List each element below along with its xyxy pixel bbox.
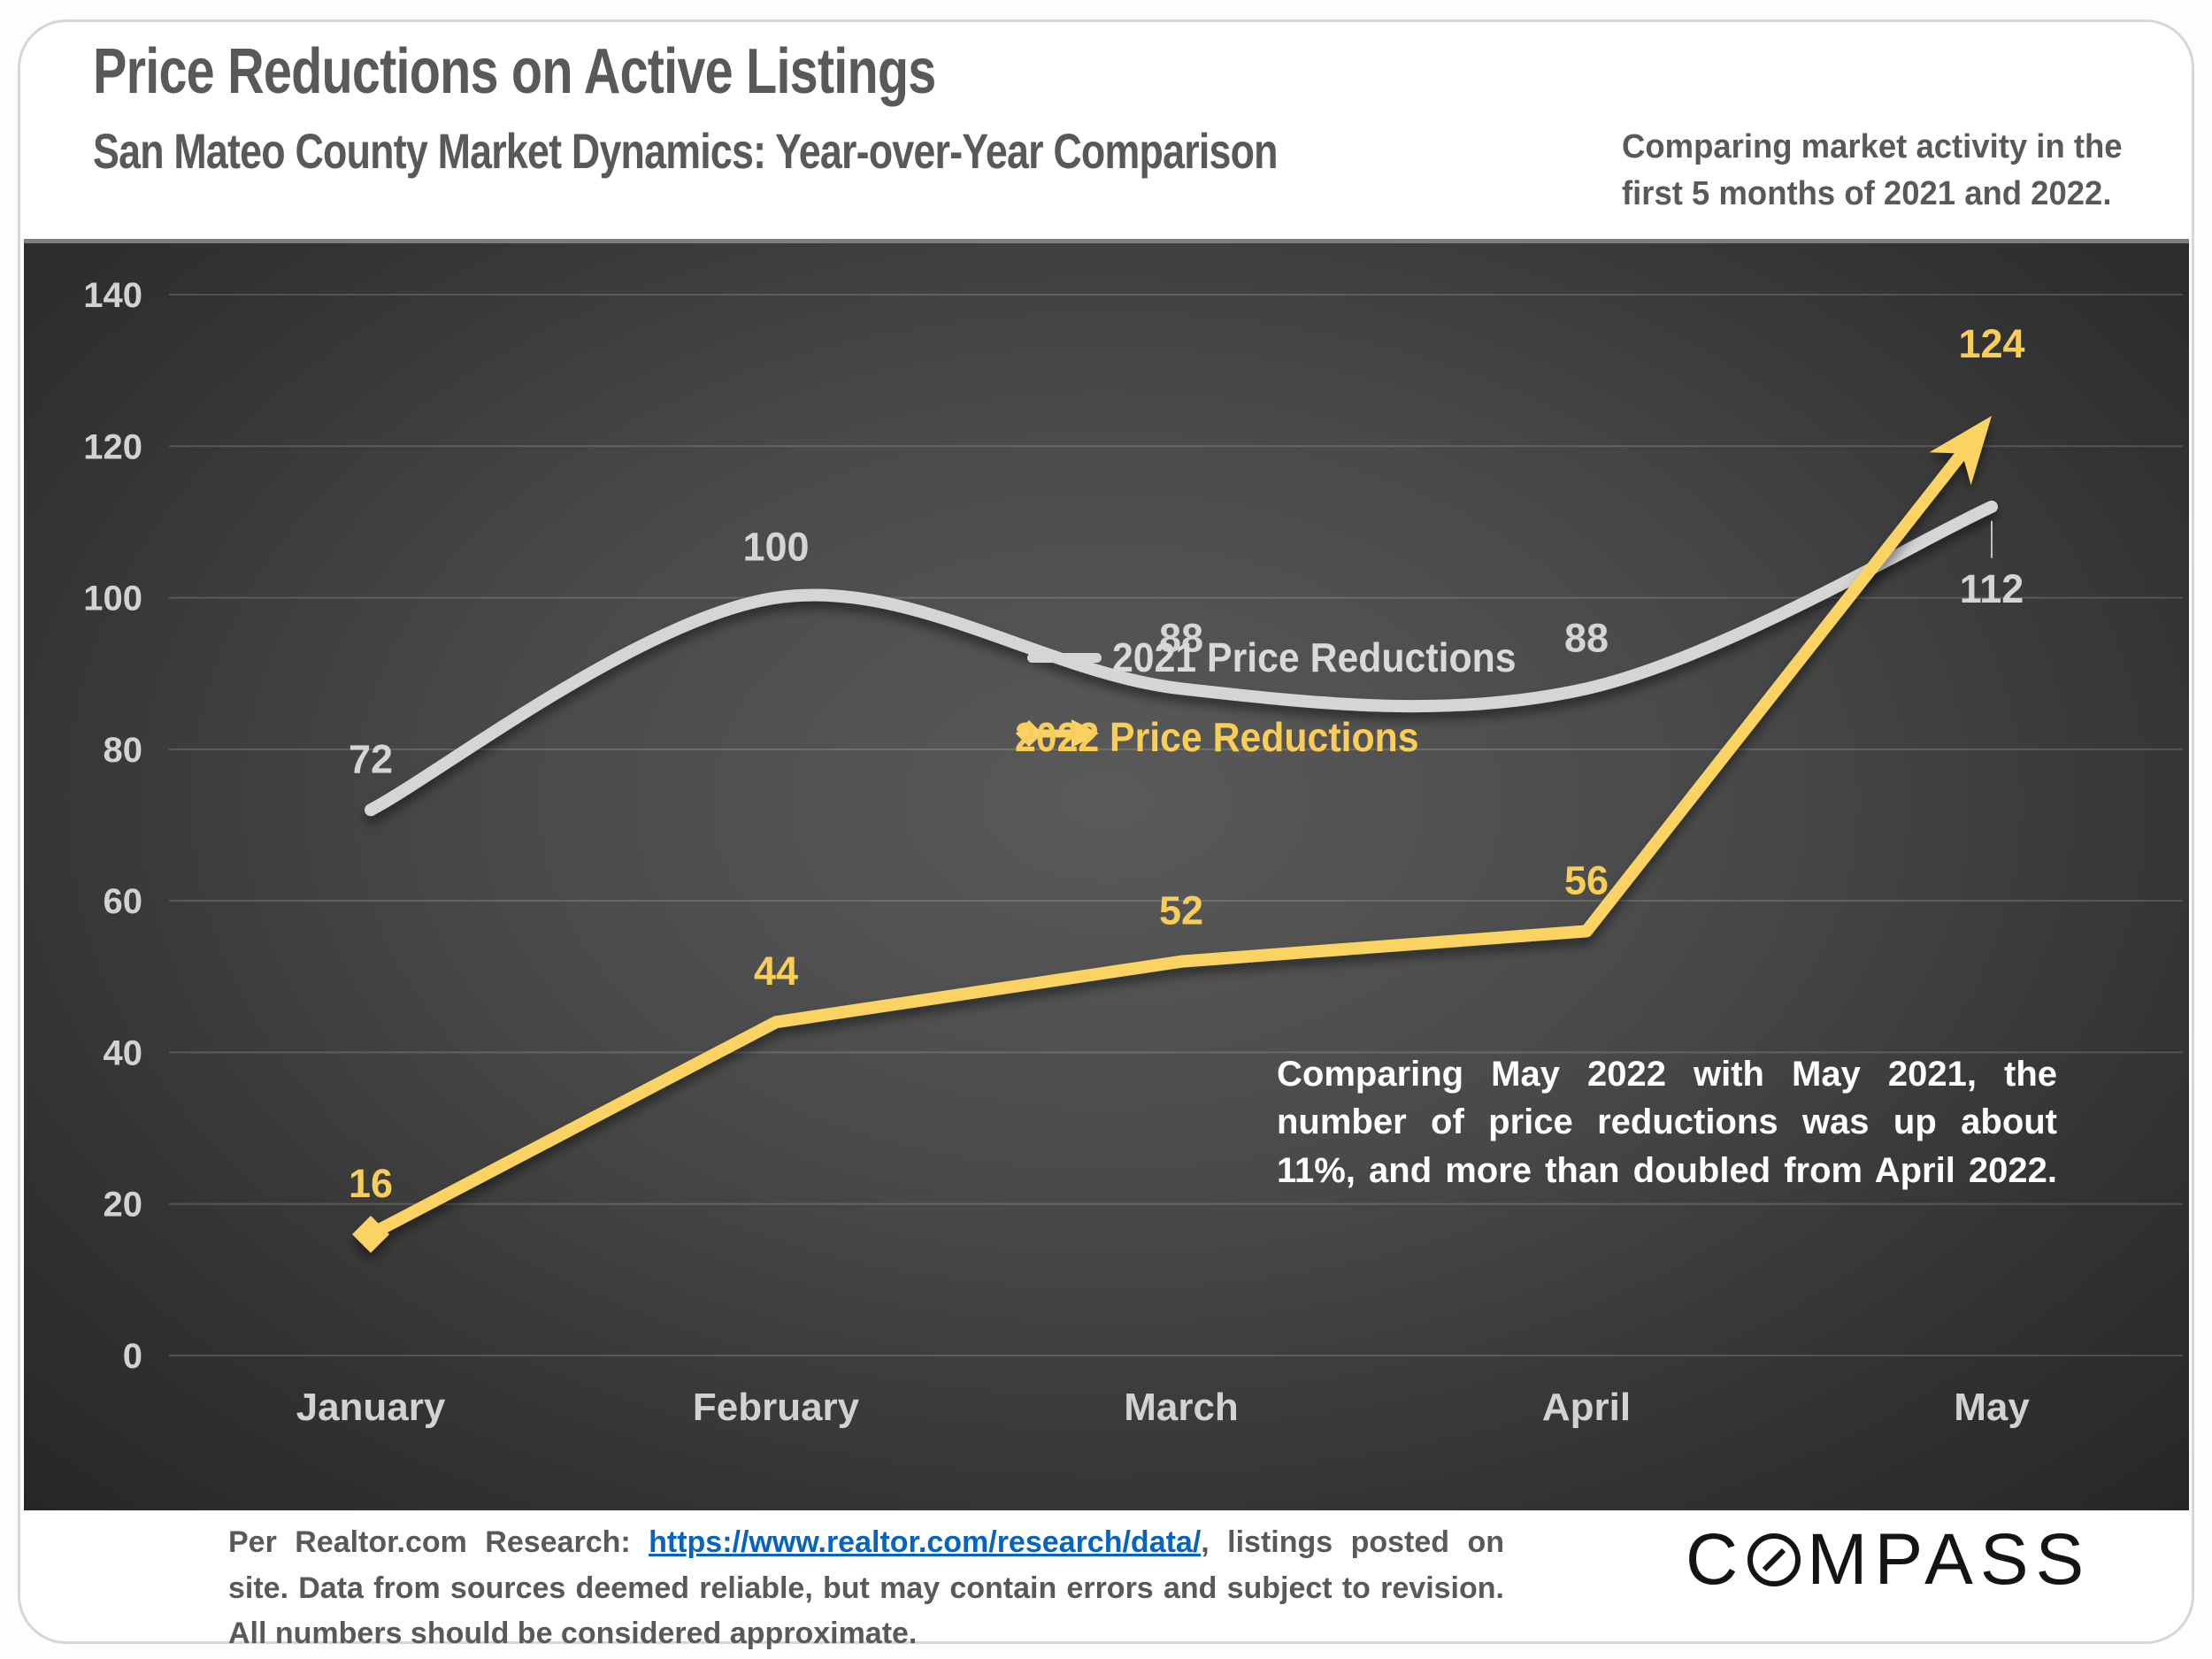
legend-item-2022[interactable]: 2022 Price Reductions: [1015, 714, 1449, 760]
diamond-marker-2022: [352, 1215, 389, 1253]
arrowhead-2022: [1929, 416, 1992, 486]
source-disclaimer: Per Realtor.com Research: https://www.re…: [228, 1520, 1504, 1657]
x-axis-labels: January February March April May: [296, 1386, 2031, 1429]
chart-panel: 0 20 40 60 80 100 120 140 January February March Ap…: [24, 239, 2189, 1510]
logo-letter-c: C: [1686, 1519, 1746, 1600]
chart-annotation: Comparing May 2022 with May 2021, the nu…: [1277, 1055, 2057, 1190]
y-tick-label: 60: [104, 882, 143, 921]
x-axis-label: January: [296, 1386, 446, 1429]
x-axis-label: May: [1954, 1386, 2030, 1429]
compass-logo: C MPASS: [1686, 1524, 2091, 1596]
legend-label-2022: 2022 Price Reductions: [1015, 714, 1419, 760]
source-prefix: Per Realtor.com Research:: [228, 1525, 649, 1559]
data-label-2022: 124: [1958, 321, 2024, 366]
series-2021-labels: 72 100 88 88 112: [349, 520, 2024, 781]
y-tick-label: 80: [104, 731, 143, 770]
data-label-2022: 16: [349, 1161, 393, 1206]
legend-item-2021[interactable]: 2021 Price Reductions: [1027, 634, 1547, 680]
y-tick-label: 140: [83, 276, 142, 315]
legend-label-2021: 2021 Price Reductions: [1112, 634, 1517, 680]
compass-o-icon: [1747, 1533, 1801, 1586]
series-2022-line: [352, 416, 1992, 1253]
diamond-arrow-marker-icon: [1016, 719, 1099, 748]
y-tick-label: 100: [83, 580, 142, 618]
chart-svg: 0 20 40 60 80 100 120 140 January February March Ap…: [83, 276, 2183, 1429]
page-title: Price Reductions on Active Listings: [93, 36, 936, 107]
line-marker-2021-icon: [1027, 652, 1102, 663]
data-label-2021: 88: [1564, 615, 1609, 660]
logo-letters-rest: MPASS: [1807, 1519, 2092, 1600]
x-axis-label: March: [1124, 1386, 1239, 1429]
data-label-2021: 112: [1960, 566, 2024, 611]
source-link[interactable]: https://www.realtor.com/research/data/: [649, 1525, 1202, 1559]
data-label-2021: 72: [349, 736, 393, 781]
data-label-2022: 52: [1159, 888, 1203, 933]
x-axis-label: April: [1542, 1386, 1631, 1429]
y-tick-label: 40: [104, 1033, 143, 1072]
series-2021-line: [365, 500, 1998, 817]
page-subtitle: San Mateo County Market Dynamics: Year-o…: [93, 123, 1279, 179]
y-tick-label: 0: [123, 1337, 142, 1376]
series-2022-labels: 16 44 52 56 124: [349, 321, 2025, 1206]
data-label-2021: 88: [1159, 615, 1203, 660]
y-tick-label: 120: [83, 427, 142, 466]
source-suffix: , listings posted on site. Data from sou…: [228, 1525, 1504, 1651]
header-note: Comparing market activity in the first 5…: [1622, 128, 2123, 213]
data-label-2022: 44: [754, 949, 798, 994]
x-axis-label: February: [693, 1386, 860, 1429]
line-2022: [365, 449, 1967, 1240]
line-2021: [365, 500, 1998, 817]
y-tick-label: 20: [104, 1186, 143, 1225]
data-label-2021: 100: [742, 525, 809, 570]
gridlines: 0 20 40 60 80 100 120 140: [83, 276, 2183, 1376]
data-label-2022: 56: [1564, 857, 1609, 902]
